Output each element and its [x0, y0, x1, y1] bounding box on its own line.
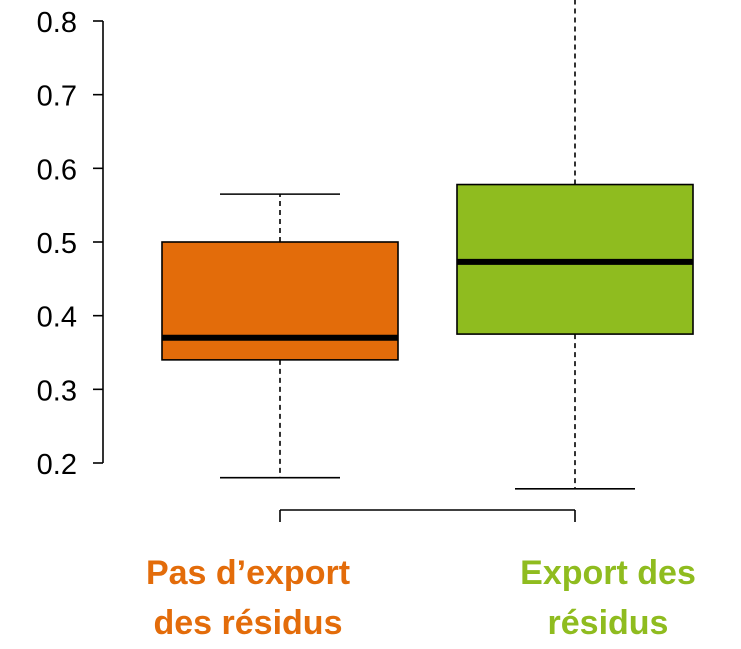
category-label-line1: Pas d’export	[146, 554, 350, 592]
y-tick-label: 0.6	[37, 154, 77, 186]
y-tick-label: 0.5	[37, 228, 77, 260]
y-tick-label: 0.4	[37, 302, 77, 334]
category-label-line2: résidus	[548, 604, 669, 642]
y-tick-label: 0.2	[37, 449, 77, 481]
y-tick-label: 0.7	[37, 81, 77, 113]
box-iqr	[161, 241, 399, 361]
y-tick-label: 0.3	[37, 375, 77, 407]
y-tick-label: 0.8	[37, 7, 77, 39]
category-labels: Pas d’export des résidus Export des résidus	[146, 554, 696, 642]
x-axis	[279, 509, 576, 522]
category-label-line2: des résidus	[154, 604, 343, 642]
boxes	[161, 0, 694, 490]
category-label-line1: Export des	[520, 554, 696, 592]
y-axis: 0.2 0.3 0.4 0.5 0.6 0.7 0.8	[37, 7, 104, 481]
